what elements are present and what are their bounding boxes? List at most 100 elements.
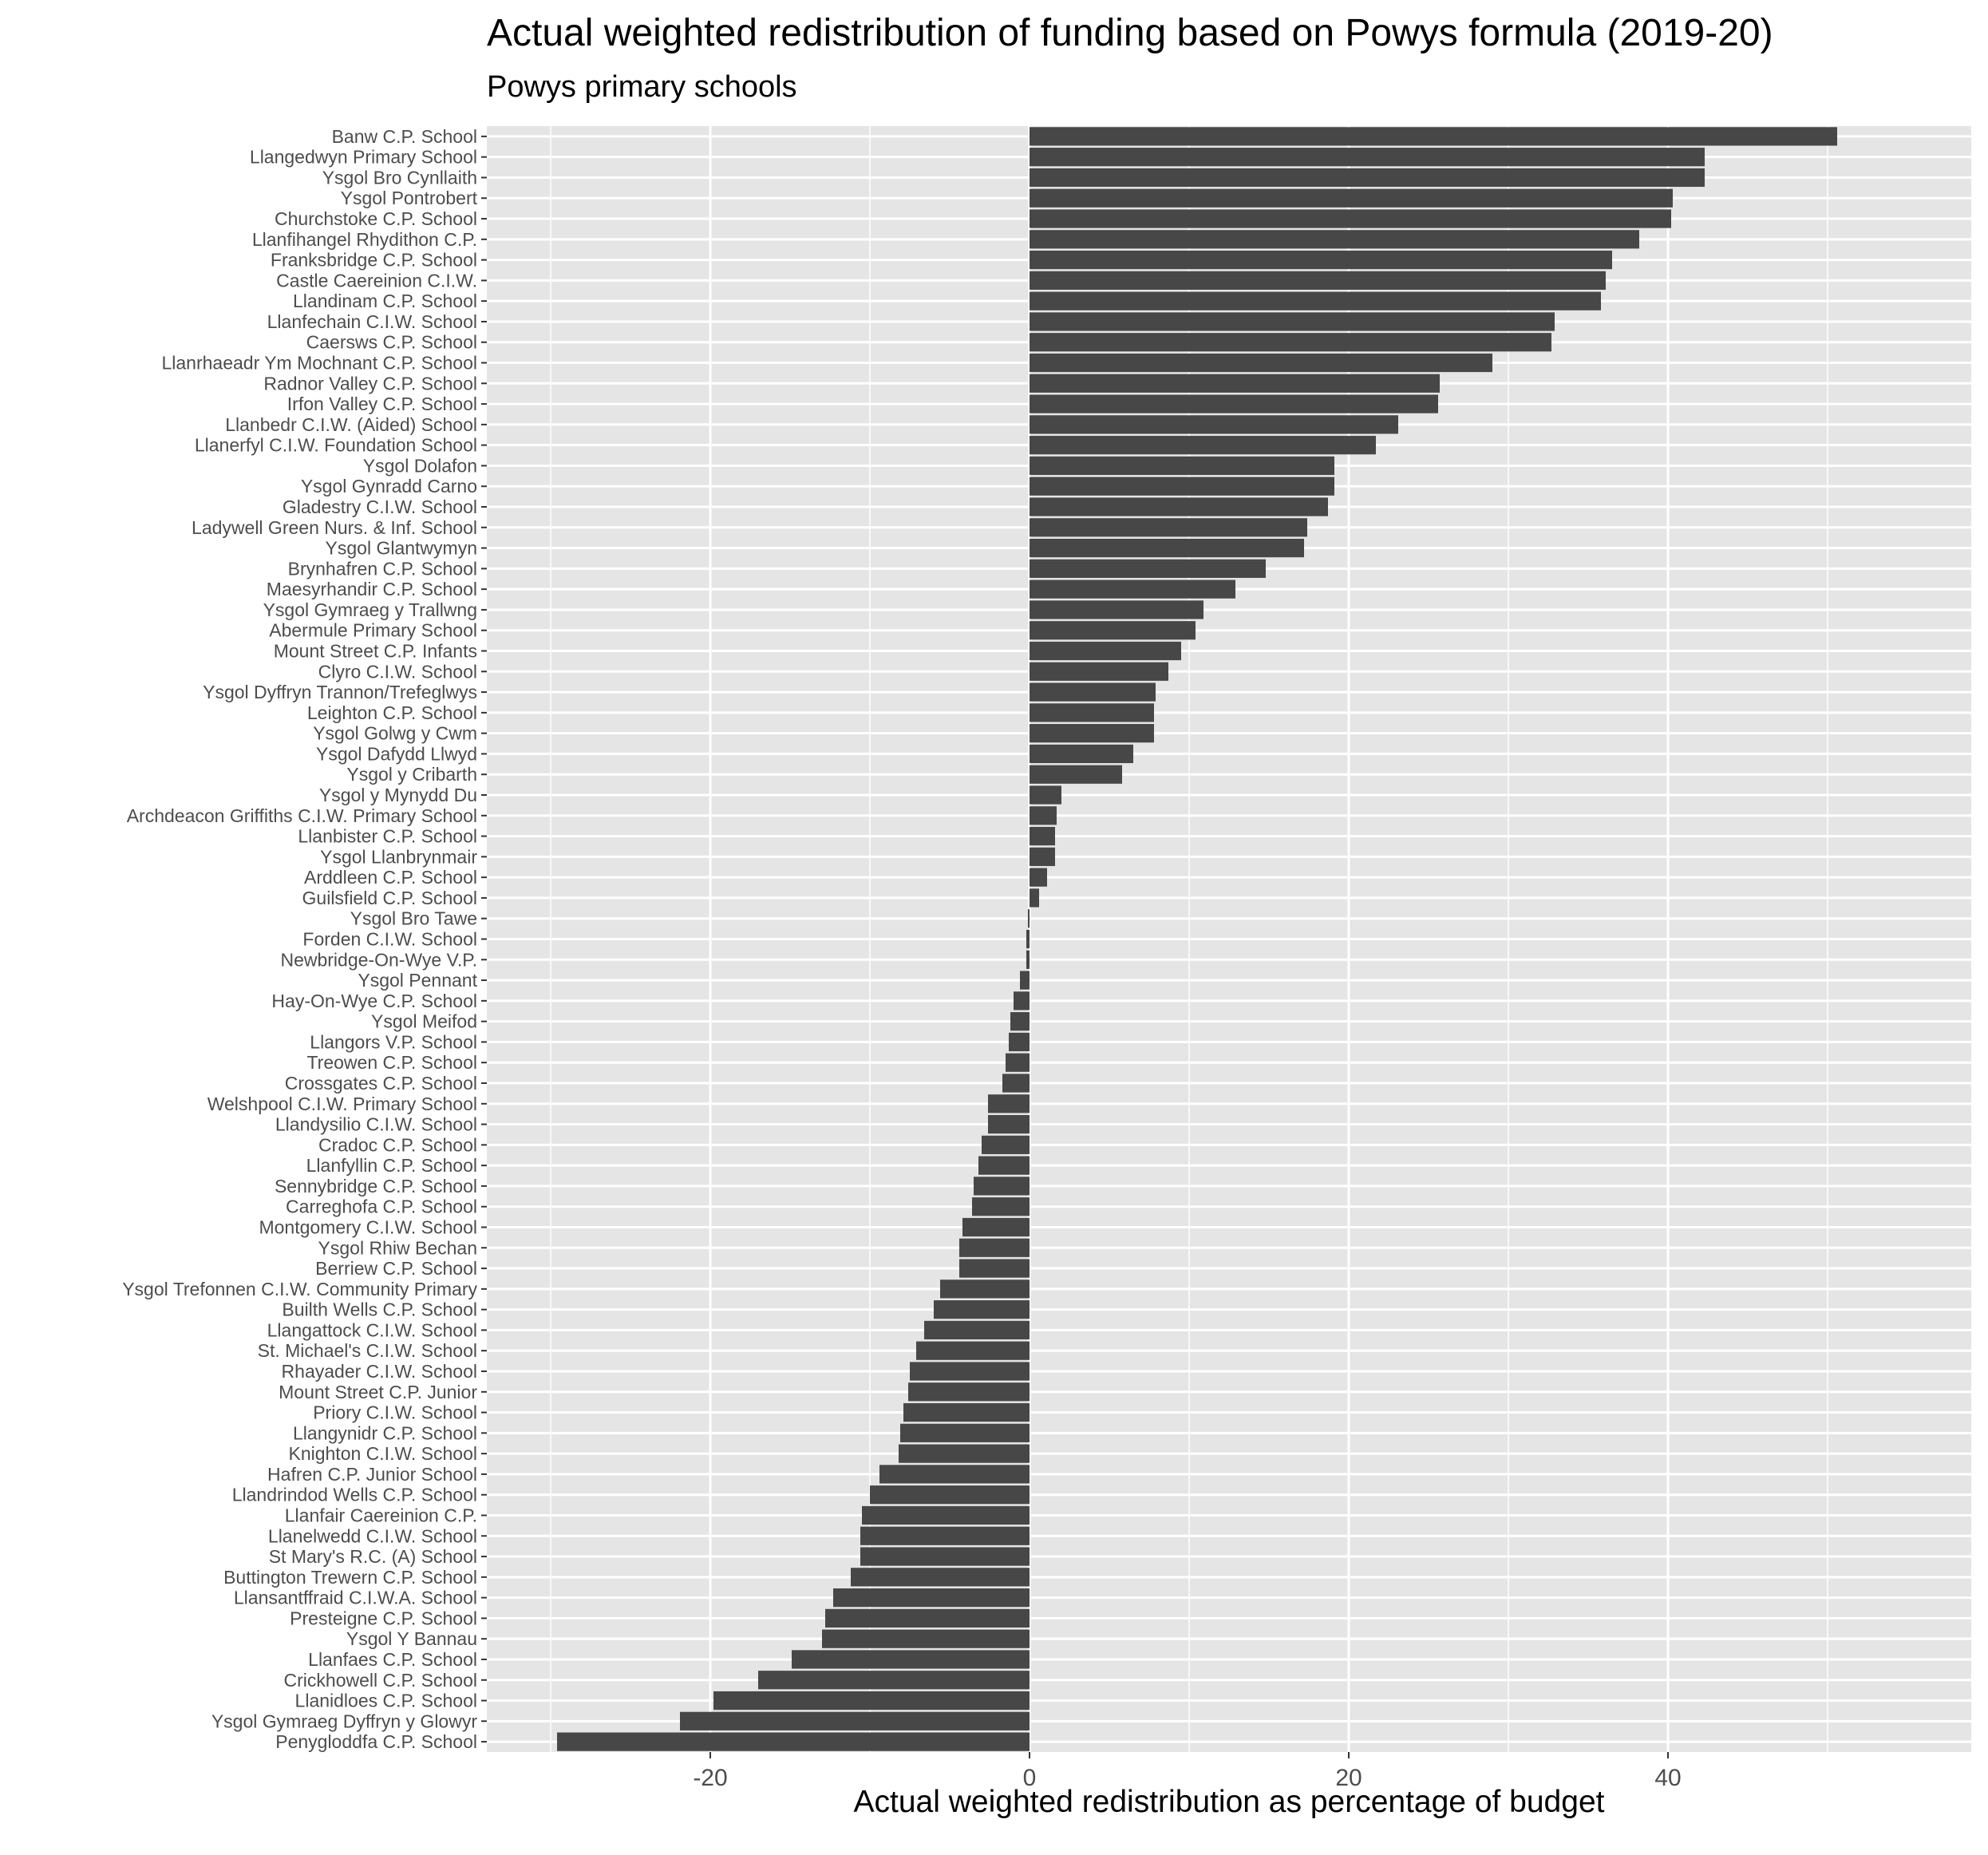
bar	[1014, 991, 1030, 1011]
bar	[1030, 765, 1122, 784]
y-tick-label: Llanidloes C.P. School	[295, 1691, 477, 1711]
bar	[1030, 230, 1639, 249]
y-tick-label: Llangattock C.I.W. School	[267, 1319, 477, 1340]
bar	[713, 1691, 1030, 1711]
bar	[972, 1197, 1030, 1216]
y-tick-label: Llansantffraid C.I.W.A. School	[234, 1588, 477, 1608]
bar	[851, 1568, 1030, 1587]
y-tick-label: Newbridge-On-Wye V.P.	[280, 949, 477, 970]
bar	[758, 1671, 1030, 1690]
bar	[1030, 415, 1398, 434]
y-tick-label: Irfon Valley C.P. School	[287, 394, 477, 414]
bar	[1030, 456, 1334, 476]
bar	[1030, 250, 1612, 270]
bar	[792, 1650, 1030, 1669]
y-tick-label: Maesyrhandir C.P. School	[267, 579, 477, 599]
y-tick-label: Caersws C.P. School	[306, 332, 477, 353]
bar	[557, 1732, 1030, 1751]
y-tick-label: Treowen C.P. School	[306, 1052, 477, 1073]
y-tick-label: Ysgol Dafydd Llwyd	[316, 743, 477, 764]
bar	[916, 1341, 1030, 1360]
y-tick-label: Montgomery C.I.W. School	[259, 1216, 477, 1237]
bar	[1030, 148, 1705, 167]
y-tick-label: Carreghofa C.P. School	[286, 1196, 477, 1217]
y-tick-label: Ysgol Dyffryn Trannon/Trefeglwys	[203, 682, 477, 702]
y-tick-label: Archdeacon Griffiths C.I.W. Primary Scho…	[127, 805, 477, 826]
y-tick-label: Banw C.P. School	[332, 126, 477, 147]
y-tick-label: Mount Street C.P. Infants	[274, 641, 477, 662]
y-tick-label: Llanrhaeadr Ym Mochnant C.P. School	[161, 353, 477, 374]
y-tick-label: Ysgol Y Bannau	[346, 1628, 477, 1649]
x-tick-label: -20	[693, 1765, 727, 1791]
bar	[988, 1094, 1030, 1113]
bar	[1026, 929, 1030, 949]
bar	[1030, 703, 1154, 722]
bar	[1030, 888, 1039, 908]
bar	[1030, 724, 1154, 743]
y-tick-label: St. Michael's C.I.W. School	[258, 1340, 477, 1361]
bar	[974, 1177, 1030, 1196]
y-tick-label: Crossgates C.P. School	[285, 1073, 477, 1094]
bar	[1030, 477, 1334, 496]
y-tick-label: Llanfihangel Rhydithon C.P.	[252, 229, 477, 250]
bar	[978, 1156, 1030, 1175]
bar	[959, 1238, 1030, 1257]
bar	[833, 1588, 1030, 1608]
bar	[1010, 1012, 1030, 1031]
bar	[1026, 950, 1030, 969]
y-tick-label: Clyro C.I.W. School	[318, 661, 477, 682]
bar	[1030, 127, 1837, 146]
y-tick-label: Ysgol Pontrobert	[341, 188, 478, 208]
y-tick-label: Llanbedr C.I.W. (Aided) School	[225, 414, 477, 435]
bar	[862, 1505, 1030, 1525]
bar	[940, 1280, 1030, 1299]
bar	[900, 1423, 1030, 1442]
bar	[1030, 826, 1055, 846]
bar	[1030, 641, 1181, 661]
bar	[680, 1711, 1030, 1730]
y-tick-label: Brynhafren C.P. School	[288, 558, 477, 579]
y-tick-label: Guilsfield C.P. School	[302, 888, 477, 908]
y-tick-label: Llanfyllin C.P. School	[306, 1155, 477, 1176]
y-tick-label: Knighton C.I.W. School	[288, 1443, 477, 1464]
y-tick-label: Franksbridge C.P. School	[271, 250, 477, 271]
y-tick-label: Radnor Valley C.P. School	[263, 373, 477, 394]
y-tick-label: Crickhowell C.P. School	[284, 1670, 477, 1691]
bar	[1020, 971, 1030, 990]
y-tick-label: Builth Wells C.P. School	[282, 1299, 477, 1320]
y-tick-label: Rhayader C.I.W. School	[282, 1361, 477, 1382]
y-tick-label: Llandrindod Wells C.P. School	[232, 1485, 477, 1505]
y-tick-label: Arddleen C.P. School	[304, 867, 477, 888]
y-tick-label: Llangynidr C.P. School	[293, 1422, 477, 1443]
bar	[1030, 600, 1203, 619]
y-tick-label: Ysgol Trefonnen C.I.W. Community Primary	[122, 1279, 477, 1299]
x-tick-label: 20	[1335, 1765, 1362, 1791]
y-tick-label: Gladestry C.I.W. School	[283, 496, 477, 517]
y-tick-label: Ysgol Llanbrynmair	[320, 846, 477, 867]
y-tick-label: Llangors V.P. School	[310, 1031, 477, 1052]
y-tick-label: Forden C.I.W. School	[302, 929, 477, 950]
y-tick-label: Llandinam C.P. School	[293, 291, 477, 311]
y-tick-label: Hay-On-Wye C.P. School	[271, 991, 477, 1011]
y-tick-label: Mount Street C.P. Junior	[279, 1382, 477, 1402]
bar	[1002, 1074, 1030, 1093]
y-tick-label: Llanfair Caereinion C.P.	[285, 1505, 477, 1525]
bar	[1030, 559, 1266, 578]
y-tick-label: Priory C.I.W. School	[313, 1402, 477, 1423]
bar	[870, 1485, 1030, 1505]
y-tick-label: Ysgol y Mynydd Du	[319, 785, 477, 805]
y-tick-label: Churchstoke C.P. School	[275, 208, 477, 229]
bar	[1030, 312, 1555, 331]
bar	[1030, 518, 1307, 537]
y-tick-label: Presteigne C.P. School	[290, 1608, 477, 1628]
bar	[1030, 579, 1235, 599]
bars	[557, 127, 1837, 1751]
bar	[899, 1444, 1030, 1463]
bar	[1006, 1053, 1030, 1072]
y-tick-label: Hafren C.P. Junior School	[267, 1464, 477, 1485]
y-tick-label: Ysgol Gymraeg y Trallwng	[263, 599, 477, 620]
bar	[962, 1217, 1030, 1237]
bar	[1030, 271, 1606, 290]
y-tick-label: Ladywell Green Nurs. & Inf. School	[192, 517, 477, 538]
